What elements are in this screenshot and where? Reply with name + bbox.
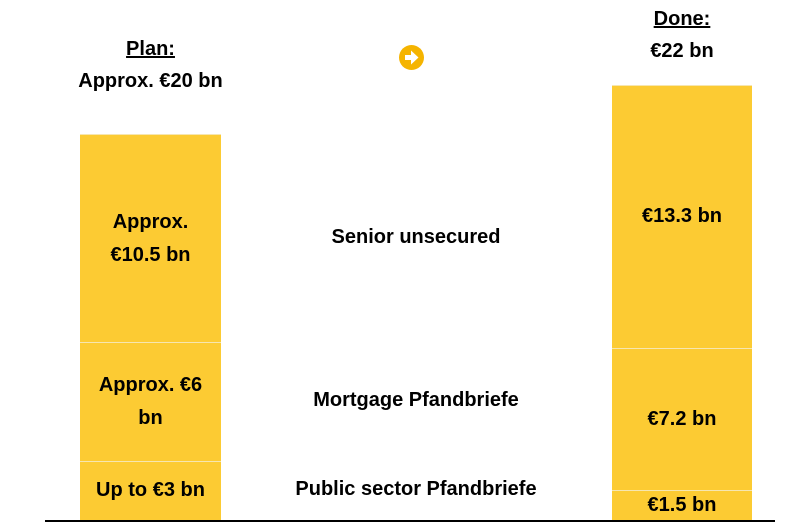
data-label: Up to €3 bn bbox=[96, 479, 205, 502]
bar-segment: €7.2 bn bbox=[612, 347, 752, 491]
series-label: Public sector Pfandbriefe bbox=[295, 478, 537, 501]
data-label: €7.2 bn bbox=[647, 408, 717, 431]
baseline bbox=[45, 520, 775, 522]
series-label: Mortgage Pfandbriefe bbox=[313, 389, 519, 412]
data-label: Approx. €10.5 bn bbox=[110, 210, 191, 266]
data-label: €13.3 bn bbox=[641, 205, 723, 228]
bar-segment: €13.3 bn bbox=[612, 85, 752, 348]
category-label: Done: bbox=[653, 8, 711, 30]
series-label: Senior unsecured bbox=[331, 226, 501, 249]
bar-segment: Approx. €10.5 bn bbox=[80, 134, 221, 343]
bar-segment: Up to €3 bn bbox=[80, 460, 221, 520]
data-label: €1.5 bn bbox=[647, 494, 717, 517]
category-label: Plan: bbox=[126, 38, 175, 60]
category-total: Approx. €20 bn bbox=[78, 70, 223, 92]
data-label: Approx. €6 bn bbox=[98, 373, 203, 429]
bar-segment: Approx. €6 bn bbox=[80, 342, 221, 461]
bar-segment: €1.5 bn bbox=[612, 490, 752, 520]
category-total: €22 bn bbox=[650, 40, 714, 62]
arrow-icon bbox=[399, 45, 424, 70]
